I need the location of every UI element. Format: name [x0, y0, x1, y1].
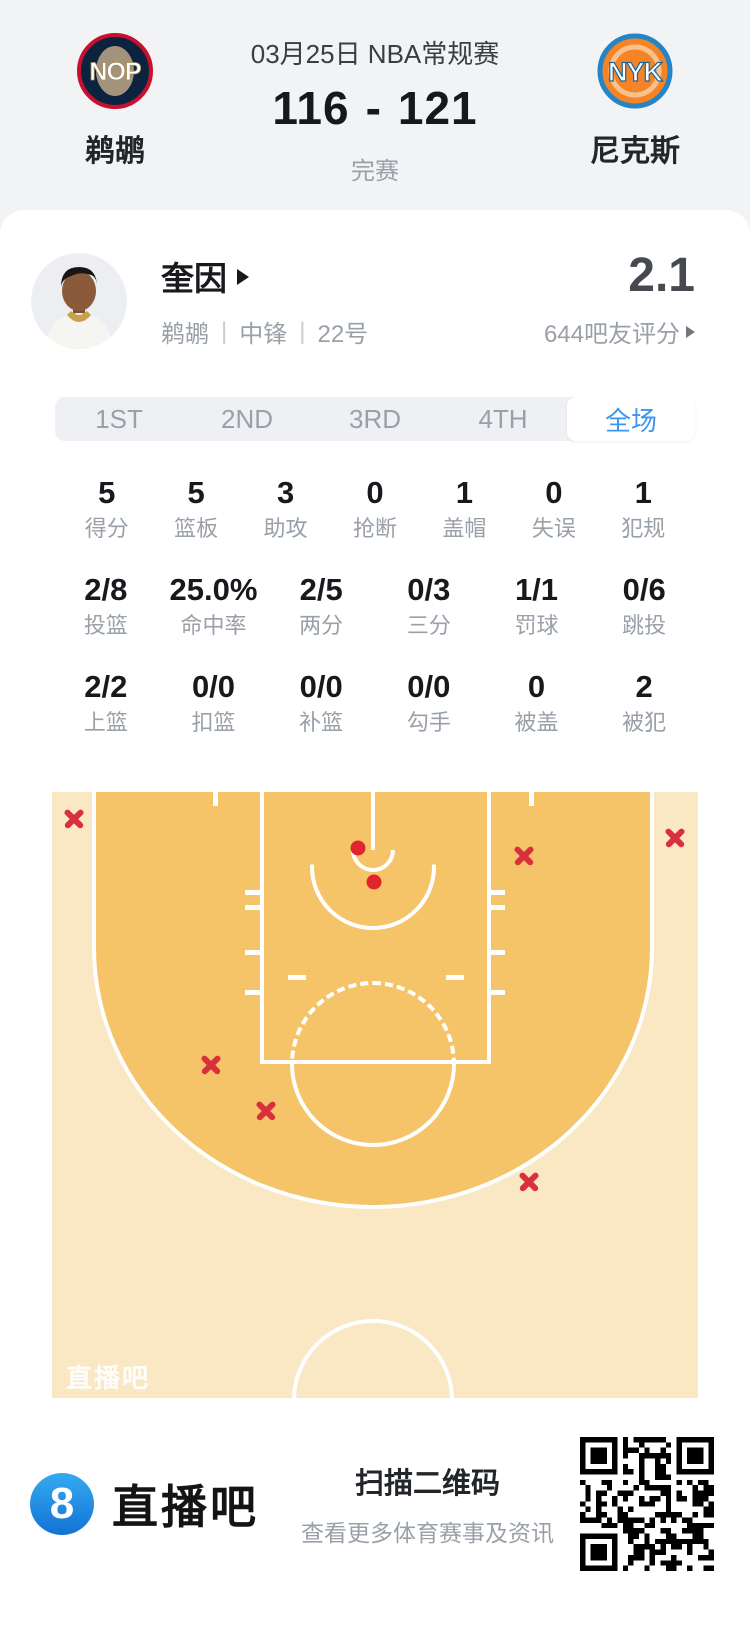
- stat-blocks: 1 盖帽: [442, 475, 487, 541]
- shot-marks-layer: [52, 792, 698, 1400]
- stat-putback: 0/0 补篮: [299, 669, 344, 735]
- svg-text:NYK: NYK: [608, 57, 664, 87]
- elbow-dash: [288, 975, 306, 980]
- player-name-row[interactable]: 奎因: [161, 252, 544, 300]
- player-row: 奎因 鹈鹕 | 中锋 | 22号 2.1 644吧友评分: [0, 210, 750, 349]
- player-sub-info: 鹈鹕 | 中锋 | 22号: [161, 314, 544, 349]
- home-score: 116: [272, 82, 350, 134]
- stat-turnovers: 0 失误: [531, 475, 576, 541]
- stat-3pt: 0/3 三分: [406, 572, 451, 638]
- stat-fouled: 2 被犯: [622, 669, 667, 735]
- lane-hashmark: [490, 990, 505, 995]
- player-info: 奎因 鹈鹕 | 中锋 | 22号: [161, 252, 544, 349]
- stat-fg-pct: 25.0% 命中率: [169, 572, 258, 638]
- qr-title: 扫描二维码: [354, 1467, 500, 1500]
- player-team: 鹈鹕: [161, 321, 209, 348]
- stat-steals: 0 抢断: [352, 475, 397, 541]
- player-avatar: [31, 252, 127, 349]
- zhibo8-logo-icon: 8: [30, 1472, 94, 1535]
- baseline-tick: [529, 792, 534, 806]
- stat-rebounds: 5 篮板: [174, 475, 219, 541]
- stat-ft: 1/1 罚球: [514, 572, 559, 638]
- away-team-logo-icon: NYK: [597, 33, 673, 109]
- shot-miss-mark: [199, 1052, 223, 1076]
- player-photo: [31, 252, 127, 349]
- away-score: 121: [397, 82, 478, 134]
- qr-subtitle: 查看更多体育赛事及资讯: [301, 1519, 554, 1546]
- rating-arrow-icon: [686, 325, 695, 338]
- rating-sub: 644吧友评分: [544, 314, 695, 349]
- stats-row-detail: 2/2 上篮 0/0 扣篮 0/0 补篮 0/0 勾手 0 被盖 2 被犯: [0, 669, 750, 736]
- away-team: NYK 尼克斯: [520, 32, 750, 170]
- rating-value: 2.1: [628, 249, 695, 302]
- stat-dunk: 0/0 扣篮: [191, 669, 236, 735]
- match-center: 03月25日 NBA常规赛 116 - 121 完赛: [230, 32, 520, 186]
- score-row: 116 - 121: [272, 81, 477, 135]
- tab-2nd[interactable]: 2ND: [220, 403, 273, 434]
- shot-miss-mark: [254, 1098, 278, 1122]
- rating-label: 644吧友评分: [543, 321, 680, 348]
- tab-4th[interactable]: 4TH: [478, 403, 528, 434]
- player-stats-card: 奎因 鹈鹕 | 中锋 | 22号 2.1 644吧友评分 1ST 2ND 3RD…: [0, 210, 750, 1629]
- shot-miss-mark: [517, 1169, 541, 1193]
- stat-fg: 2/8 投篮: [83, 572, 128, 638]
- elbow-dash: [446, 975, 464, 980]
- player-detail-arrow-icon: [237, 269, 249, 285]
- away-team-name: 尼克斯: [590, 135, 680, 168]
- lane-hashmark: [245, 905, 260, 910]
- home-team: NOP 鹈鹕: [0, 32, 230, 170]
- stat-blocked: 0 被盖: [514, 669, 559, 735]
- tab-full-game[interactable]: 全场: [567, 397, 695, 441]
- shot-miss-mark: [512, 843, 536, 867]
- brand-name: 直播吧: [112, 1480, 259, 1533]
- lane-hashmark: [245, 990, 260, 995]
- lane-hashmark: [490, 890, 505, 895]
- lane-hashmark: [490, 905, 505, 910]
- stats-row-shooting: 2/8 投篮 25.0% 命中率 2/5 两分 0/3 三分 1/1 罚球 0/6 跳投: [0, 572, 750, 639]
- match-status: 完赛: [351, 158, 399, 185]
- lane-hashmark: [245, 890, 260, 895]
- shot-chart-court: 直播吧: [52, 792, 698, 1400]
- stat-layup: 2/2 上篮: [83, 669, 128, 735]
- stat-hook: 0/0 勾手: [406, 669, 451, 735]
- stat-assists: 3 助攻: [263, 475, 308, 541]
- tab-3rd[interactable]: 3RD: [348, 403, 401, 434]
- match-header: NOP 鹈鹕 03月25日 NBA常规赛 116 - 121 完赛 NYK 尼克…: [0, 0, 750, 210]
- basket-stem-line: [370, 792, 376, 850]
- shot-make-mark: [366, 874, 382, 890]
- player-position: 中锋: [239, 321, 288, 348]
- rating-block[interactable]: 2.1 644吧友评分: [544, 252, 695, 349]
- court-watermark: 直播吧: [66, 1363, 151, 1393]
- score-divider: -: [365, 82, 382, 134]
- qr-caption-block: 扫描二维码 查看更多体育赛事及资讯: [301, 1460, 554, 1548]
- tab-1st[interactable]: 1ST: [95, 403, 143, 434]
- app-footer: 8 直播吧 扫描二维码 查看更多体育赛事及资讯: [0, 1398, 750, 1629]
- stat-points: 5 得分: [84, 475, 129, 541]
- stat-jumpshot: 0/6 跳投: [622, 572, 667, 638]
- shot-miss-mark: [663, 825, 687, 849]
- home-team-logo-icon: NOP: [77, 33, 153, 109]
- stats-row-basic: 5 得分 5 篮板 3 助攻 0 抢断 1 盖帽 0 失误 1 犯规: [0, 475, 750, 542]
- svg-text:NOP: NOP: [89, 58, 141, 86]
- home-team-name: 鹈鹕: [85, 135, 145, 168]
- lane-hashmark: [245, 950, 260, 955]
- separator: |: [299, 317, 306, 345]
- shot-make-mark: [350, 840, 366, 856]
- match-date: 03月25日 NBA常规赛: [250, 39, 500, 69]
- player-number: 22号: [317, 321, 369, 348]
- separator: |: [221, 317, 228, 345]
- stat-2pt: 2/5 两分: [299, 572, 344, 638]
- brand-block: 8 直播吧: [30, 1471, 259, 1537]
- stat-fouls: 1 犯规: [621, 475, 666, 541]
- lane-hashmark: [490, 950, 505, 955]
- baseline-tick: [213, 792, 218, 806]
- shot-miss-mark: [62, 806, 86, 830]
- qr-code: [580, 1436, 714, 1571]
- player-name: 奎因: [161, 260, 227, 297]
- quarter-tabbar: 1ST 2ND 3RD 4TH 全场: [55, 397, 695, 441]
